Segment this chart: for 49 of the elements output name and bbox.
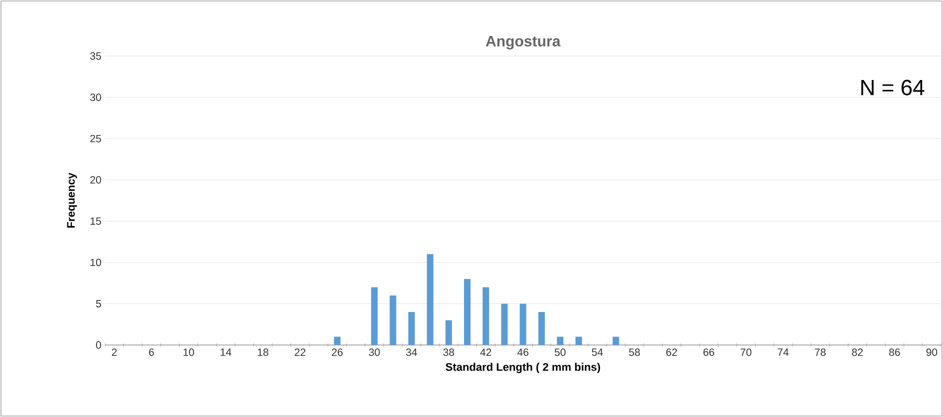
x-tick-label: 70 — [740, 348, 752, 356]
x-tick-label: 2 — [112, 348, 117, 356]
x-tick-label: 90 — [926, 348, 938, 356]
x-tick-label: 54 — [592, 348, 603, 356]
bar — [482, 287, 490, 345]
x-tick-label: 22 — [294, 348, 306, 356]
x-tick-label: 74 — [778, 348, 789, 356]
bar — [408, 312, 415, 345]
bar — [426, 254, 434, 345]
x-tick-label: 14 — [220, 348, 232, 356]
x-tick-label: 62 — [666, 348, 677, 356]
x-tick-label: 86 — [889, 348, 900, 356]
bar — [445, 320, 452, 345]
x-tick-label: 82 — [852, 348, 863, 356]
x-tick-label: 38 — [443, 348, 454, 356]
bar — [575, 336, 582, 345]
bar — [334, 336, 340, 345]
x-tick-label: 6 — [149, 348, 154, 356]
x-tick-label: 18 — [258, 348, 268, 356]
y-tick-label: 20 — [90, 176, 102, 184]
y-tick-label: 35 — [90, 52, 102, 60]
y-tick-label: 0 — [96, 341, 102, 349]
bar — [371, 287, 378, 345]
x-tick-label: 26 — [332, 348, 343, 356]
y-tick-label: 30 — [90, 94, 102, 102]
x-axis-title: Standard Length ( 2 mm bins) — [446, 362, 600, 374]
y-tick-label: 25 — [90, 134, 102, 142]
x-tick-label: 58 — [629, 348, 640, 356]
y-tick-label: 10 — [90, 258, 102, 266]
x-tick-label: 10 — [184, 348, 194, 356]
bar — [538, 312, 545, 345]
x-tick-label: 66 — [703, 348, 714, 356]
annotation: N = 64 — [861, 80, 924, 96]
x-tick-label: 46 — [517, 348, 528, 356]
y-tick-label: 15 — [90, 217, 102, 225]
x-tick-label: 34 — [406, 348, 418, 356]
y-tick-label: 5 — [96, 300, 102, 308]
x-tick-label: 50 — [554, 348, 566, 356]
bar — [390, 295, 396, 345]
x-tick-label: 42 — [480, 348, 492, 356]
chart-title: Angostura — [486, 36, 561, 50]
x-tick-label: 30 — [368, 348, 380, 356]
bar — [520, 304, 526, 345]
y-axis-title: Frequency — [67, 172, 77, 228]
x-tick-label: 78 — [814, 348, 826, 356]
bar — [612, 336, 620, 345]
bar — [464, 278, 471, 345]
bar — [556, 336, 564, 345]
bar — [501, 304, 508, 345]
